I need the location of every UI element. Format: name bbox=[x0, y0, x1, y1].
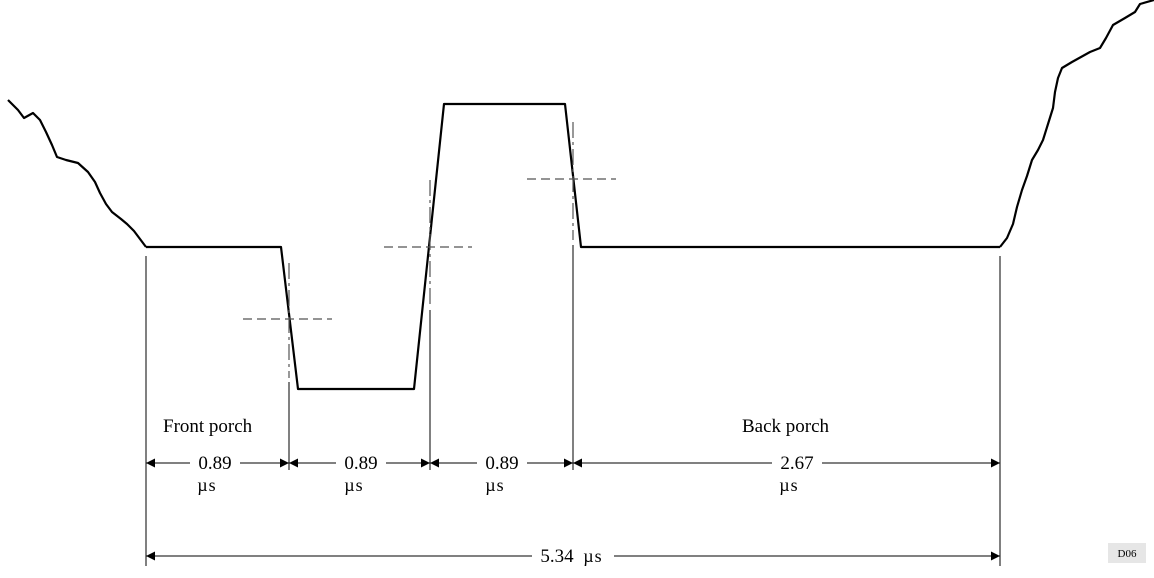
dimension-segment-2: 0.89 µs bbox=[289, 453, 430, 495]
segment-2-unit: µs bbox=[344, 475, 363, 495]
half-amplitude-markers bbox=[243, 122, 616, 378]
dimension-segment-3: 0.89 µs bbox=[430, 453, 573, 495]
figure-code: D06 bbox=[1118, 548, 1137, 560]
extension-lines bbox=[145, 245, 1001, 566]
dimension-segment-4: 2.67 µs bbox=[573, 453, 1000, 495]
segment-2-value: 0.89 bbox=[344, 453, 377, 474]
segment-4-unit: µs bbox=[779, 475, 798, 495]
left-video-signal bbox=[7, 99, 147, 248]
front-porch-label: Front porch bbox=[163, 416, 253, 437]
segment-1-unit: µs bbox=[197, 475, 216, 495]
dimension-total: 5.34 µs bbox=[146, 546, 1000, 567]
total-value: 5.34 bbox=[540, 546, 574, 567]
segment-3-value: 0.89 bbox=[485, 453, 518, 474]
waveform bbox=[7, 0, 1154, 391]
dimension-segment-1: 0.89 µs bbox=[146, 453, 289, 495]
segment-1-value: 0.89 bbox=[198, 453, 231, 474]
back-porch-label: Back porch bbox=[742, 416, 830, 437]
segment-3-unit: µs bbox=[485, 475, 504, 495]
total-unit: µs bbox=[583, 546, 602, 566]
right-video-signal bbox=[999, 0, 1154, 248]
segment-4-value: 2.67 bbox=[780, 453, 813, 474]
figure-code-tag: D06 bbox=[1108, 543, 1146, 563]
